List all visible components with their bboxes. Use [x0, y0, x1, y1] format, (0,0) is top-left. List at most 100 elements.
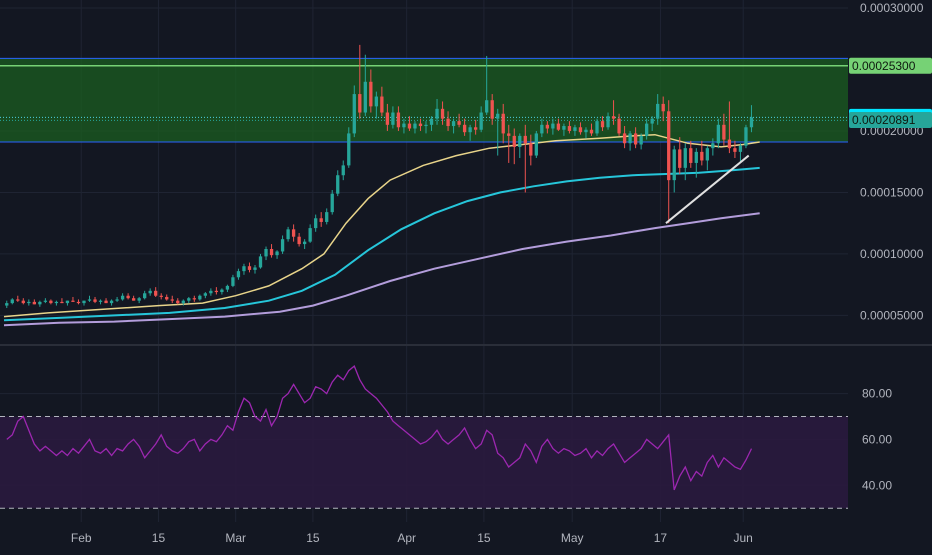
- candle-body: [314, 218, 318, 229]
- time-tick-label: 15: [306, 531, 320, 545]
- candle-body: [280, 239, 285, 252]
- candle-body: [534, 133, 538, 156]
- price-tag-label: 0.00025300: [852, 59, 916, 73]
- candle-body: [501, 113, 505, 134]
- rsi-tick-label: 40.00: [862, 478, 892, 492]
- candle-body: [667, 111, 671, 181]
- candle-body: [622, 133, 627, 144]
- candle-body: [76, 301, 81, 304]
- candle-body: [749, 117, 754, 128]
- candle-body: [584, 129, 588, 133]
- candle-body: [545, 124, 550, 129]
- resistance-zone-fill: [0, 58, 848, 143]
- time-tick-label: Mar: [225, 531, 246, 545]
- candle-body: [165, 296, 169, 300]
- candle-body: [154, 290, 158, 296]
- candle-body: [540, 124, 544, 134]
- ma-long-line: [3, 212, 760, 327]
- candle-body: [694, 151, 698, 163]
- candle-body: [457, 121, 461, 125]
- candle-body: [220, 289, 224, 293]
- candle-body: [440, 108, 445, 119]
- candle-body: [589, 129, 594, 134]
- candle-body: [600, 121, 605, 128]
- candle-body: [214, 290, 219, 293]
- candle-body: [578, 127, 583, 133]
- candle-body: [269, 249, 274, 256]
- price-tick-label: 0.00010000: [860, 247, 924, 261]
- candle-body: [286, 229, 290, 240]
- candle-body: [633, 133, 638, 145]
- price-tick-label: 0.00030000: [860, 1, 924, 15]
- candle-body: [396, 112, 401, 128]
- candle-body: [209, 290, 213, 294]
- resistance-zone: [0, 57, 848, 143]
- candle-body: [468, 127, 472, 133]
- candle-body: [385, 112, 390, 125]
- candle-body: [82, 300, 86, 304]
- candle-body: [727, 139, 732, 149]
- moving-averages: [3, 133, 760, 327]
- candle-body: [705, 148, 709, 161]
- candle-body: [567, 126, 572, 131]
- candle-body: [247, 266, 252, 270]
- candle-body: [131, 298, 136, 301]
- candle-body: [479, 112, 483, 130]
- trendline: [665, 154, 750, 224]
- candle-body: [744, 127, 748, 146]
- candle-body: [336, 175, 340, 194]
- candle-body: [98, 300, 103, 302]
- candle-body: [341, 165, 345, 176]
- time-tick-label: Apr: [397, 531, 416, 545]
- candle-body: [429, 118, 434, 125]
- candle-body: [683, 148, 687, 168]
- candle-body: [319, 218, 323, 222]
- candle-body: [672, 149, 676, 181]
- candle-body: [187, 298, 191, 301]
- candle-body: [291, 229, 296, 237]
- candle-body: [523, 135, 527, 144]
- candle-body: [143, 293, 147, 299]
- price-tick-label: 0.00005000: [860, 308, 924, 322]
- candle-body: [435, 108, 439, 119]
- candle-body: [27, 301, 31, 304]
- time-tick-label: May: [561, 531, 584, 545]
- rsi-line: [6, 365, 753, 491]
- candle-body: [297, 236, 301, 245]
- candle-body: [518, 135, 522, 147]
- candle-body: [21, 300, 25, 304]
- candle-body: [462, 124, 467, 133]
- candle-body: [225, 285, 230, 290]
- candle-body: [529, 143, 533, 156]
- candle-body: [137, 298, 141, 301]
- candle-body: [38, 301, 42, 305]
- candle-body: [16, 299, 20, 301]
- time-tick-label: Feb: [71, 531, 92, 545]
- candle-body: [242, 266, 246, 272]
- candle-body: [678, 149, 682, 168]
- candle-body: [661, 103, 665, 112]
- candle-body: [115, 299, 119, 301]
- time-tick-label: 15: [477, 531, 491, 545]
- candle-body: [644, 123, 649, 136]
- candle-body: [733, 148, 737, 152]
- candle-body: [485, 100, 489, 113]
- candle-body: [330, 193, 334, 213]
- price-tag-box: [849, 112, 932, 129]
- candle-body: [236, 271, 241, 278]
- candle-body: [446, 118, 450, 127]
- candle-body: [109, 300, 114, 304]
- trendline-segment: [665, 154, 750, 224]
- price-tag-label: 0.00020891: [852, 113, 916, 127]
- candle-body: [595, 121, 599, 134]
- time-tick-label: 17: [654, 531, 668, 545]
- candle-body: [264, 249, 268, 257]
- candle-body: [181, 300, 185, 304]
- candle-body: [738, 145, 743, 152]
- candle-body: [126, 295, 130, 299]
- candle-body: [258, 256, 263, 268]
- candle-body: [352, 94, 356, 134]
- candle-body: [617, 118, 621, 134]
- candle-body: [512, 135, 516, 147]
